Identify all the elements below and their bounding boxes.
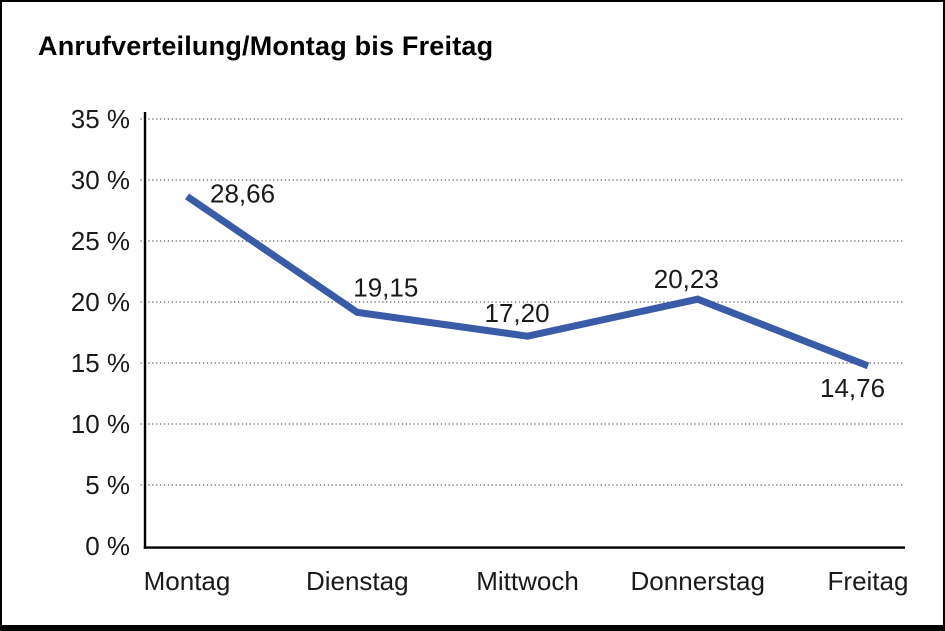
y-tick-label: 15 % [71, 348, 130, 378]
data-line [185, 193, 870, 370]
y-tick-label: 35 % [71, 104, 130, 134]
chart-title: Anrufverteilung/Montag bis Freitag [38, 31, 494, 61]
y-tick-label: 10 % [71, 409, 130, 439]
x-category-label: Montag [144, 566, 231, 596]
x-category-label: Donnerstag [631, 566, 765, 596]
y-tick-label: 0 % [85, 531, 130, 561]
y-tick-label: 20 % [71, 287, 130, 317]
data-point-label: 17,20 [485, 298, 550, 328]
y-tick-label: 5 % [85, 470, 130, 500]
x-category-label: Freitag [828, 566, 909, 596]
y-tick-label: 30 % [71, 165, 130, 195]
data-point-label: 28,66 [210, 178, 275, 208]
data-point-label: 19,15 [353, 272, 418, 302]
x-category-label: Mittwoch [476, 566, 579, 596]
x-category-label: Dienstag [306, 566, 409, 596]
y-tick-label: 25 % [71, 226, 130, 256]
data-point-label: 14,76 [820, 373, 885, 403]
data-point-label: 20,23 [654, 264, 719, 294]
